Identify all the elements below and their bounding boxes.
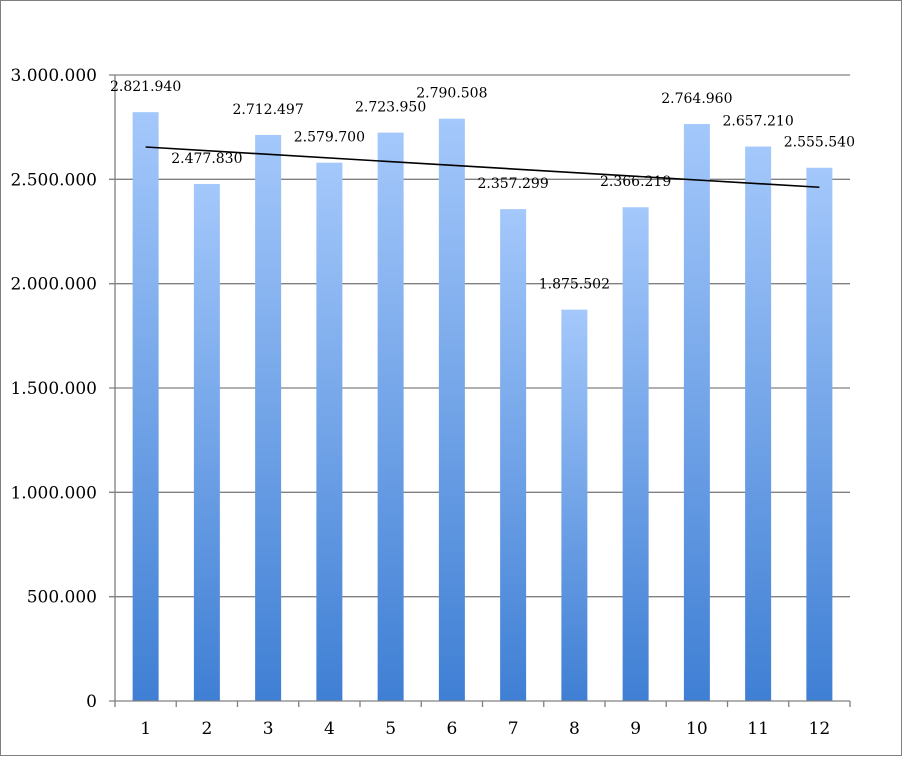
- data-label: 2.790.508: [416, 86, 487, 102]
- x-tick-label: 5: [385, 719, 396, 739]
- x-tick-label: 1: [140, 719, 151, 739]
- data-label: 2.723.950: [355, 100, 426, 116]
- y-tick-label: 500.000: [27, 588, 97, 608]
- y-tick-label: 1.000.000: [10, 483, 97, 503]
- bar-5: [377, 132, 404, 702]
- y-tick-label: 2.000.000: [10, 275, 97, 295]
- y-tick-label: 2.500.000: [10, 170, 97, 190]
- data-label: 2.366.219: [600, 174, 671, 190]
- data-labels: 2.821.940 2.477.830 2.712.497 2.579.700 2.72…: [110, 79, 855, 292]
- x-tick-label: 9: [630, 719, 641, 739]
- trendline: [145, 146, 820, 189]
- data-label: 2.555.540: [784, 135, 855, 151]
- bar-9: [622, 207, 649, 701]
- data-label: 2.579.700: [294, 130, 365, 146]
- bar-6: [438, 118, 465, 702]
- x-tick-label: 3: [263, 719, 274, 739]
- bar-1: [132, 112, 159, 701]
- bar-4: [316, 162, 343, 701]
- data-label: 2.821.940: [110, 79, 181, 95]
- bar-7: [500, 209, 527, 701]
- bar-10: [683, 124, 710, 701]
- x-tick-label: 11: [747, 719, 769, 739]
- data-label: 2.764.960: [661, 91, 732, 107]
- x-tick-label: 12: [809, 719, 831, 739]
- x-tick-label: 7: [508, 719, 519, 739]
- bar-11: [745, 146, 772, 702]
- trend-line: [145, 146, 820, 189]
- data-label: 2.477.830: [171, 151, 242, 167]
- y-tick-label: 0: [86, 692, 97, 712]
- x-tick-label: 10: [686, 719, 708, 739]
- y-tick-label: 1.500.000: [10, 379, 97, 399]
- x-tick-label: 4: [324, 719, 335, 739]
- x-tick-label: 8: [569, 719, 580, 739]
- bar-2: [193, 183, 220, 701]
- bar-8: [561, 309, 588, 701]
- bar-12: [806, 167, 833, 701]
- axes: 0 500.000 1.000.000 1.500.000 2.000.000 2.500…: [10, 66, 851, 739]
- bars: [132, 112, 833, 702]
- data-label: 2.357.299: [477, 176, 548, 192]
- bar-3: [255, 134, 282, 701]
- data-label: 2.712.497: [232, 102, 303, 118]
- grid-lines: [109, 74, 850, 598]
- data-label: 2.657.210: [722, 114, 793, 130]
- data-label: 1.875.502: [539, 277, 610, 293]
- x-tick-label: 6: [446, 719, 457, 739]
- y-tick-label: 3.000.000: [10, 66, 97, 86]
- x-tick-label: 2: [201, 719, 212, 739]
